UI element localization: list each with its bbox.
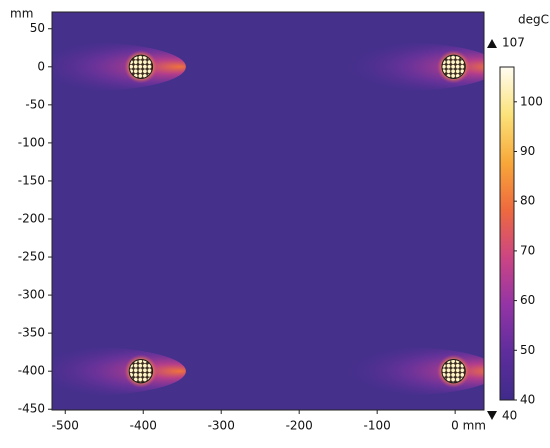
x-tick-label: -200 bbox=[286, 419, 313, 433]
cable bbox=[128, 358, 154, 384]
colorbar-tick-label: 50 bbox=[520, 343, 535, 357]
colorbar-tick-label: 40 bbox=[520, 393, 535, 407]
heat-plume bbox=[308, 42, 484, 91]
x-tick-label: 0 mm bbox=[451, 419, 486, 433]
max-marker bbox=[487, 39, 497, 48]
y-tick-label: 50 bbox=[30, 21, 45, 35]
colorbar-label: degC bbox=[518, 13, 549, 27]
y-tick-label: -50 bbox=[25, 97, 45, 111]
cable bbox=[441, 54, 466, 79]
x-tick-label: -400 bbox=[130, 419, 157, 433]
colorbar-tick-label: 90 bbox=[520, 144, 535, 158]
colorbar-tick-label: 100 bbox=[520, 94, 543, 108]
plot-area bbox=[52, 42, 484, 396]
cable bbox=[128, 54, 154, 79]
y-tick-label: -200 bbox=[18, 211, 45, 225]
colorbar bbox=[499, 66, 515, 401]
y-tick-label: -450 bbox=[18, 402, 45, 416]
colorbar-tick-label: 60 bbox=[520, 293, 535, 307]
y-tick-label: -150 bbox=[18, 173, 45, 187]
min-marker bbox=[487, 411, 497, 420]
heat-plume bbox=[308, 347, 484, 396]
heat-plume bbox=[52, 42, 186, 91]
x-tick-label: -100 bbox=[364, 419, 391, 433]
x-tick-label: -300 bbox=[208, 419, 235, 433]
max-label: 107 bbox=[502, 36, 525, 50]
y-tick-label: 0 bbox=[37, 59, 45, 73]
plot-frame bbox=[51, 11, 485, 411]
x-tick-label: -500 bbox=[52, 419, 79, 433]
y-tick-label: -350 bbox=[18, 326, 45, 340]
min-label: 40 bbox=[502, 409, 517, 423]
colorbar-tick-label: 70 bbox=[520, 243, 535, 257]
y-tick-label: -250 bbox=[18, 250, 45, 264]
y-tick-label: -300 bbox=[18, 288, 45, 302]
y-tick-label: -100 bbox=[18, 135, 45, 149]
y-unit-label: mm bbox=[10, 7, 33, 21]
cable bbox=[441, 358, 466, 384]
y-tick-label: -400 bbox=[18, 364, 45, 378]
colorbar-tick-label: 80 bbox=[520, 194, 535, 208]
